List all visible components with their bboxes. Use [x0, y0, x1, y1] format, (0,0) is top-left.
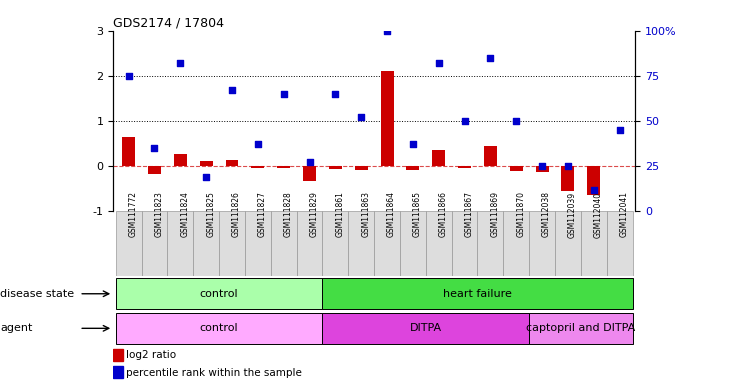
Text: control: control: [200, 289, 239, 299]
Text: control: control: [200, 323, 239, 333]
Bar: [200, 161, 212, 166]
Point: [407, 141, 419, 147]
Point: [510, 118, 522, 124]
Text: GSM111870: GSM111870: [516, 192, 526, 237]
Text: GSM112040: GSM112040: [593, 191, 603, 238]
Text: GSM111866: GSM111866: [439, 192, 447, 237]
Bar: [407, 166, 419, 170]
Bar: [226, 160, 239, 166]
Bar: [607, 211, 632, 276]
Text: GSM111825: GSM111825: [206, 192, 215, 237]
Bar: [116, 278, 323, 310]
Bar: [296, 211, 323, 276]
Point: [562, 163, 574, 169]
Bar: [555, 211, 581, 276]
Bar: [588, 166, 600, 195]
Bar: [116, 211, 142, 276]
Point: [149, 145, 161, 151]
Bar: [323, 211, 348, 276]
Text: GSM111864: GSM111864: [387, 192, 396, 237]
Point: [252, 141, 264, 147]
Text: heart failure: heart failure: [443, 289, 512, 299]
Text: GDS2174 / 17804: GDS2174 / 17804: [113, 17, 224, 30]
Bar: [355, 166, 368, 170]
Bar: [510, 166, 523, 172]
Text: GSM111867: GSM111867: [464, 192, 474, 237]
Text: GSM112041: GSM112041: [620, 192, 629, 237]
Bar: [503, 211, 529, 276]
Text: GSM111863: GSM111863: [361, 192, 370, 237]
Text: agent: agent: [0, 323, 32, 333]
Bar: [303, 166, 316, 180]
Bar: [113, 349, 123, 361]
Text: GSM112039: GSM112039: [568, 191, 577, 238]
Bar: [529, 313, 632, 344]
Text: percentile rank within the sample: percentile rank within the sample: [126, 367, 302, 377]
Text: GSM111865: GSM111865: [413, 192, 422, 237]
Bar: [484, 146, 497, 166]
Point: [614, 127, 626, 133]
Bar: [219, 211, 245, 276]
Text: log2 ratio: log2 ratio: [126, 350, 177, 360]
Bar: [374, 211, 400, 276]
Bar: [245, 211, 271, 276]
Bar: [329, 166, 342, 169]
Point: [200, 174, 212, 180]
Point: [381, 28, 393, 34]
Bar: [271, 211, 296, 276]
Bar: [323, 313, 529, 344]
Text: disease state: disease state: [0, 289, 74, 299]
Bar: [142, 211, 167, 276]
Bar: [113, 366, 123, 379]
Bar: [380, 71, 393, 166]
Bar: [251, 166, 264, 168]
Bar: [452, 211, 477, 276]
Text: GSM111772: GSM111772: [128, 192, 138, 237]
Bar: [323, 278, 632, 310]
Bar: [400, 211, 426, 276]
Point: [356, 114, 367, 121]
Point: [537, 163, 548, 169]
Bar: [458, 166, 471, 168]
Bar: [561, 166, 575, 191]
Text: GSM111861: GSM111861: [335, 192, 345, 237]
Point: [226, 87, 238, 93]
Bar: [167, 211, 193, 276]
Bar: [529, 211, 555, 276]
Bar: [536, 166, 548, 172]
Bar: [122, 137, 135, 166]
Point: [458, 118, 470, 124]
Bar: [193, 211, 219, 276]
Text: GSM111828: GSM111828: [284, 192, 293, 237]
Bar: [477, 211, 503, 276]
Text: DITPA: DITPA: [410, 323, 442, 333]
Point: [485, 55, 496, 61]
Text: captopril and DITPA: captopril and DITPA: [526, 323, 635, 333]
Text: GSM111824: GSM111824: [180, 192, 189, 237]
Point: [174, 60, 186, 66]
Text: GSM111826: GSM111826: [232, 192, 241, 237]
Text: GSM111823: GSM111823: [155, 192, 164, 237]
Text: GSM111869: GSM111869: [491, 192, 499, 237]
Text: GSM111829: GSM111829: [310, 192, 318, 237]
Bar: [348, 211, 374, 276]
Bar: [174, 154, 187, 166]
Point: [278, 91, 290, 97]
Bar: [116, 313, 323, 344]
Bar: [277, 166, 290, 168]
Point: [329, 91, 341, 97]
Bar: [148, 166, 161, 174]
Text: GSM112038: GSM112038: [542, 192, 551, 237]
Text: GSM111827: GSM111827: [258, 192, 267, 237]
Point: [433, 60, 445, 66]
Point: [123, 73, 134, 79]
Bar: [426, 211, 452, 276]
Point: [304, 159, 315, 166]
Bar: [581, 211, 607, 276]
Point: [588, 187, 599, 193]
Bar: [432, 150, 445, 166]
